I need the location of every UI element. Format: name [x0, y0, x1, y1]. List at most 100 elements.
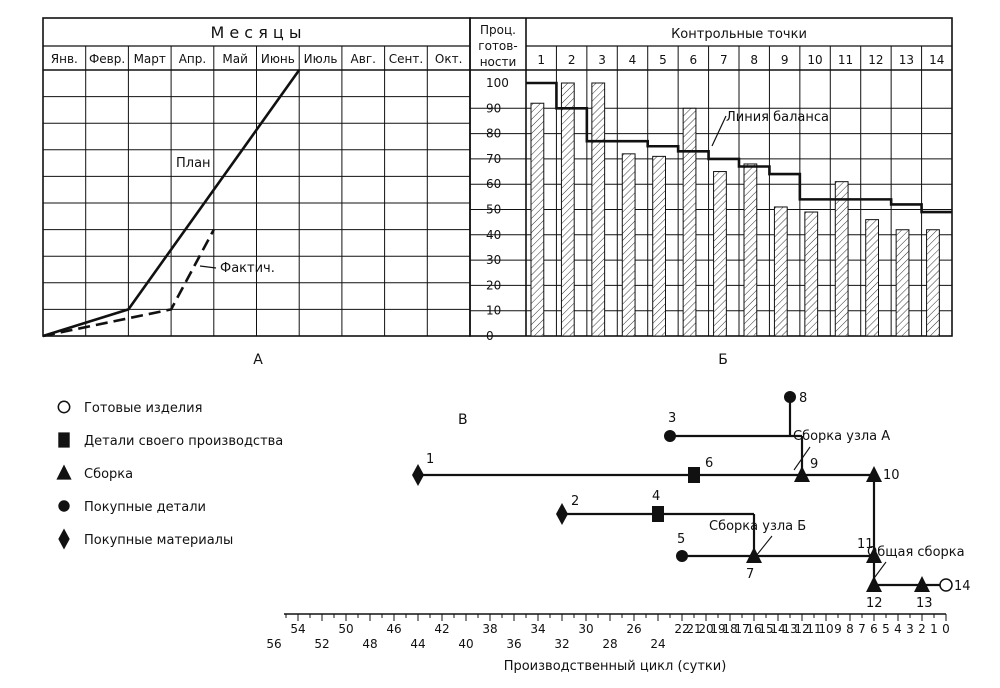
- y-tick-label: 40: [486, 228, 501, 242]
- cycle-axis-label: 9: [834, 622, 842, 636]
- month-label: Окт.: [435, 52, 463, 66]
- checkpoint-label: 2: [568, 53, 576, 67]
- cycle-axis-label: 21: [686, 622, 701, 636]
- cycle-axis-label: 32: [554, 637, 569, 651]
- y-tick-label: 0: [486, 329, 494, 343]
- cycle-axis-label: 36: [506, 637, 521, 651]
- balance-line-label: Линия баланса: [726, 110, 829, 125]
- node-label: 8: [799, 391, 807, 406]
- cycle-axis-label: 18: [722, 622, 737, 636]
- checkpoint-label: 1: [537, 53, 545, 67]
- cycle-axis-label: 56: [266, 637, 281, 651]
- checkpoint-label: 14: [929, 53, 944, 67]
- node-label: 5: [677, 532, 685, 547]
- square-marker: [652, 506, 664, 522]
- pct-header-line-1: Проц.: [480, 23, 516, 37]
- panel-c-caption: В: [458, 412, 468, 428]
- month-grid-rows: [43, 96, 470, 310]
- triangle-marker: [56, 464, 72, 480]
- assembly-a-leader: [793, 446, 811, 471]
- readiness-bar: [560, 82, 575, 337]
- readiness-bar: [865, 219, 879, 337]
- y-tick-label: 90: [486, 101, 501, 115]
- triangle-marker: [866, 576, 882, 592]
- assembly-b-leader: [755, 535, 773, 557]
- y-tick-label: 30: [486, 253, 501, 267]
- circle-marker: [784, 391, 796, 403]
- y-tick-label: 20: [486, 278, 501, 292]
- assembly-b-label: Сборка узла Б: [709, 519, 806, 534]
- readiness-bar: [621, 153, 636, 337]
- assembly-a-label: Сборка узла А: [793, 429, 890, 444]
- balance-line-group: [526, 81, 952, 214]
- checkpoint-label: 10: [807, 53, 822, 67]
- fact-label: Фактич.: [220, 261, 275, 276]
- panel-b-caption: Б: [718, 352, 728, 368]
- general-assembly-leader: [871, 561, 887, 582]
- node-label: 2: [571, 494, 579, 509]
- legend-label: Сборка: [84, 467, 133, 482]
- node-label: 7: [746, 567, 754, 582]
- month-label: Янв.: [51, 52, 78, 66]
- readiness-bar: [743, 163, 758, 337]
- cycle-axis-label: 16: [746, 622, 761, 636]
- y-tick-label: 10: [486, 304, 501, 318]
- node-label: 10: [883, 468, 900, 483]
- cycle-axis-label: 10: [818, 622, 833, 636]
- cycle-axis-label: 28: [602, 637, 617, 651]
- cycle-axis-label: 52: [314, 637, 329, 651]
- checkpoint-label: 3: [598, 53, 606, 67]
- cycle-axis-label: 1: [930, 622, 938, 636]
- months-header: М е с я ц ы: [210, 23, 301, 42]
- cycle-axis-label: 3: [906, 622, 914, 636]
- legend-label: Готовые изделия: [84, 401, 202, 416]
- legend-label: Покупные материалы: [84, 533, 233, 548]
- cycle-axis-label: 44: [410, 637, 425, 651]
- cycle-axis-label: 12: [794, 622, 809, 636]
- readiness-bar: [773, 206, 788, 337]
- cycle-axis-label: 13: [782, 622, 797, 636]
- panel-a-caption: А: [253, 352, 263, 368]
- cycle-axis-label: 6: [870, 622, 878, 636]
- cycle-axis-label: 24: [650, 637, 665, 651]
- node-label: 3: [668, 411, 676, 426]
- checkpoint-label: 13: [899, 53, 914, 67]
- balance-line-leader: [711, 115, 727, 147]
- checkpoint-label: 7: [720, 53, 728, 67]
- month-label: Апр.: [179, 52, 207, 66]
- panel-a: М е с я ц ы Янв. Февр. Март Апр. Май Июнь Июль…: [42, 17, 471, 368]
- cycle-axis-label: 30: [578, 622, 593, 636]
- cycle-axis-label: 19: [710, 622, 725, 636]
- triangle-marker: [866, 466, 882, 482]
- y-tick-label: 70: [486, 152, 501, 166]
- checkpoint-label: 8: [750, 53, 758, 67]
- circle-marker: [676, 550, 688, 562]
- cycle-axis-label: 40: [458, 637, 473, 651]
- cycle-axis-label: 0: [942, 622, 950, 636]
- diamond-marker: [58, 528, 70, 550]
- cycle-axis-label: 7: [858, 622, 866, 636]
- checkpoints-header: Контрольные точки: [671, 27, 807, 42]
- checkpoint-label: 11: [838, 53, 853, 67]
- node-label: 9: [810, 457, 818, 472]
- open-circle-marker: [939, 578, 953, 592]
- circle-marker: [664, 430, 676, 442]
- balance-line: [526, 81, 952, 214]
- general-assembly-label: Общая сборка: [867, 545, 965, 560]
- node-label: 14: [954, 579, 971, 594]
- cycle-axis-label: 20: [698, 622, 713, 636]
- cycle-axis-label: 38: [482, 622, 497, 636]
- readiness-bar: [926, 229, 940, 337]
- triangle-marker: [794, 466, 810, 482]
- cycle-axis-label: 8: [846, 622, 854, 636]
- diamond-marker: [556, 503, 568, 525]
- cycle-axis-label: 46: [386, 622, 401, 636]
- cycle-axis-label: 14: [770, 622, 785, 636]
- cycle-axis-label: 48: [362, 637, 377, 651]
- cycle-axis-label: 5: [882, 622, 890, 636]
- readiness-bar: [652, 155, 666, 337]
- pct-header-line-3: ности: [480, 55, 517, 69]
- triangle-marker: [746, 547, 762, 563]
- diamond-marker: [412, 464, 424, 486]
